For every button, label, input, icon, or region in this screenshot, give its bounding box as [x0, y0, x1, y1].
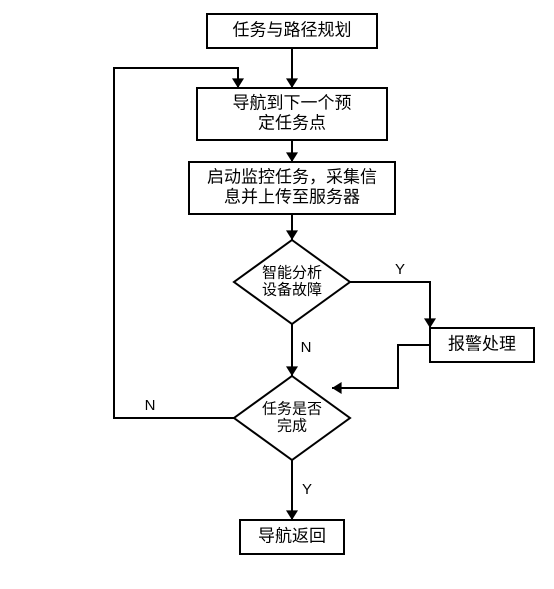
- node-label-n6-1: 完成: [277, 418, 307, 435]
- node-label-n1-0: 任务与路径规划: [233, 20, 352, 39]
- node-label-n4-0: 智能分析: [262, 263, 322, 281]
- edge-label-e4: Y: [395, 261, 405, 278]
- node-label-n5-0: 报警处理: [448, 334, 516, 353]
- node-label-n7-0: 导航返回: [258, 526, 326, 545]
- edge-label-e5: N: [301, 339, 312, 356]
- node-label-n3-1: 息并上传至服务器: [224, 187, 360, 206]
- node-label-n4-1: 设备故障: [262, 281, 322, 299]
- edge-label-e8: Y: [302, 481, 312, 498]
- edge-e6: [332, 345, 430, 388]
- node-label-n3-0: 启动监控任务，采集信: [207, 168, 377, 187]
- edge-label-e7: N: [145, 397, 156, 414]
- node-label-n2-1: 定任务点: [258, 113, 326, 132]
- node-label-n2-0: 导航到下一个预: [233, 94, 352, 113]
- edge-e4: [350, 282, 430, 328]
- node-label-n6-0: 任务是否: [262, 400, 322, 417]
